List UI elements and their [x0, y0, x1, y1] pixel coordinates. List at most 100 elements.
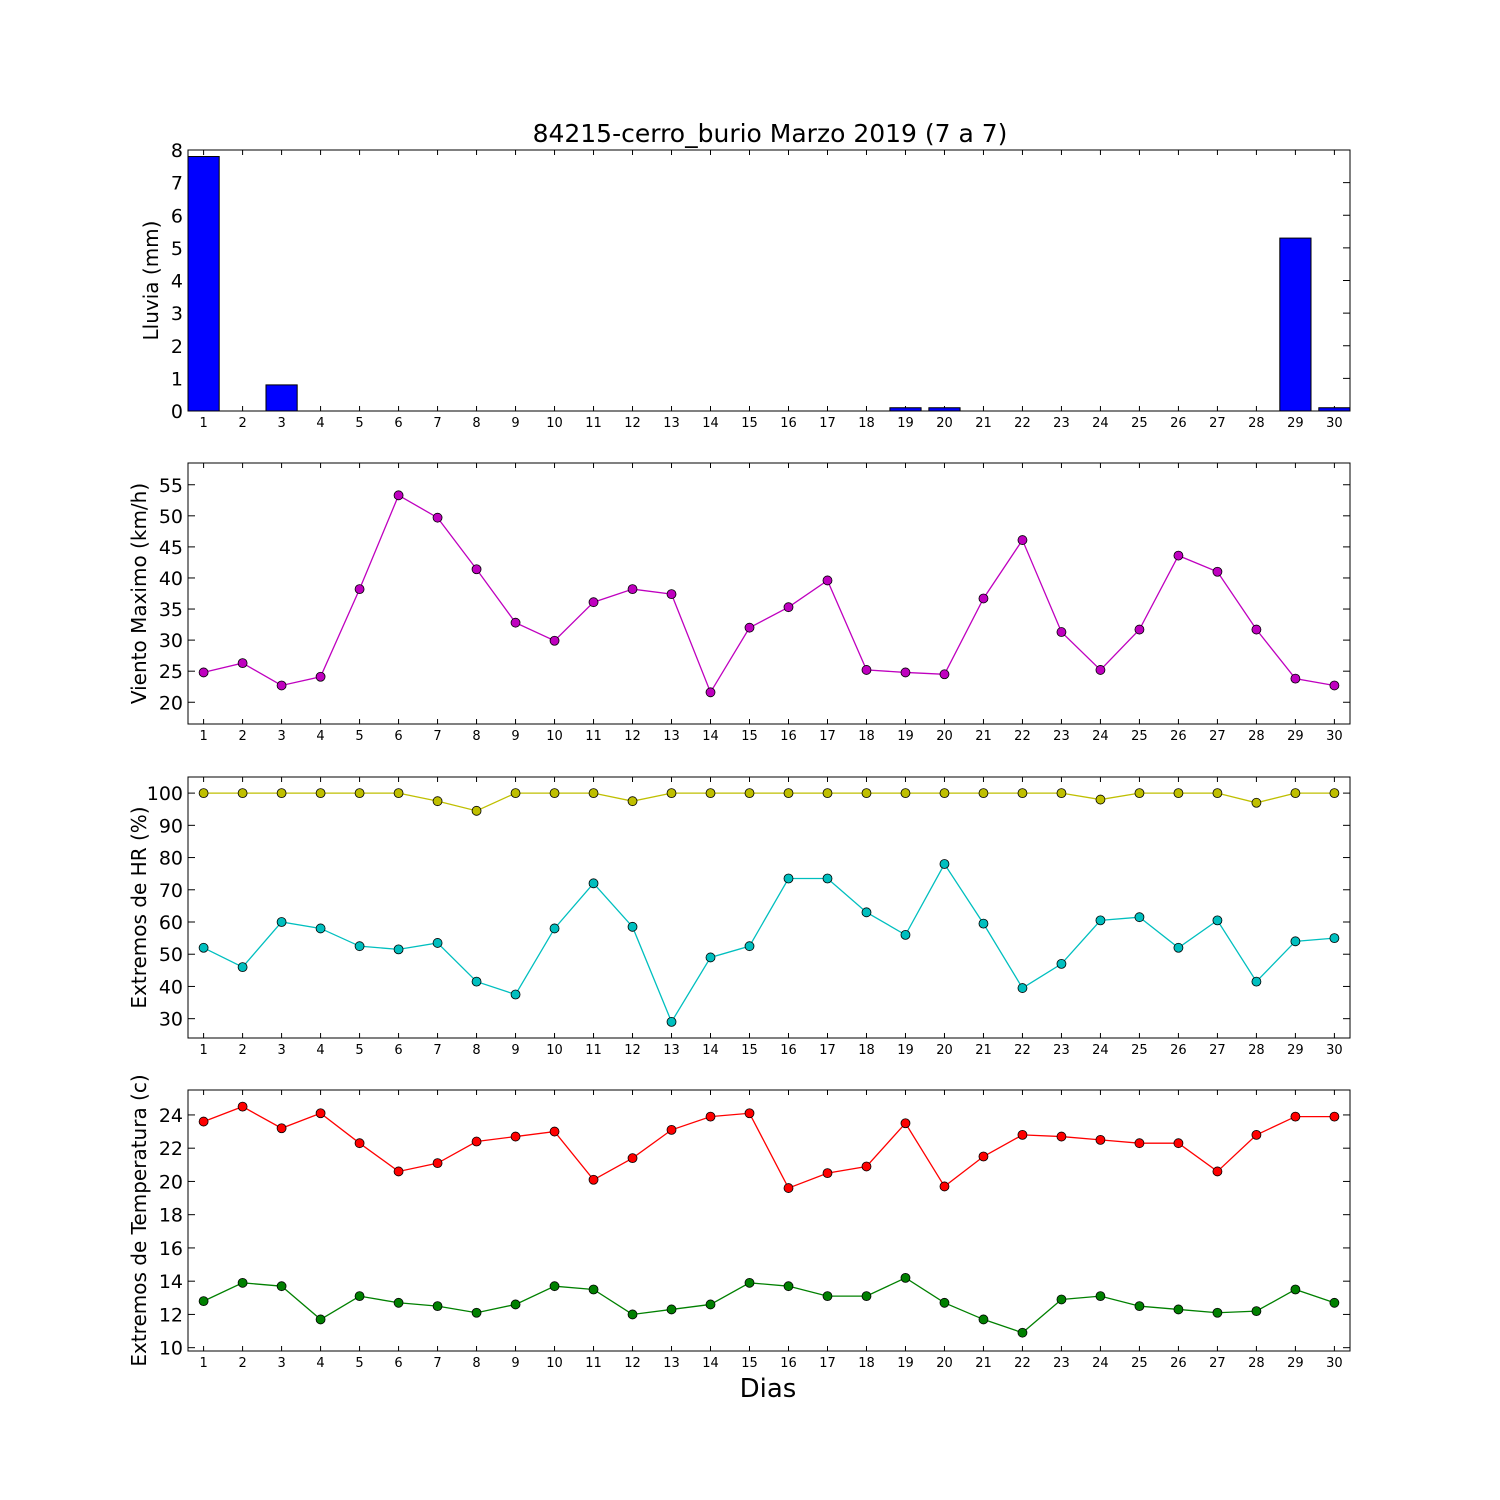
data-point	[1134, 624, 1145, 635]
data-point	[315, 923, 326, 934]
data-point	[1290, 673, 1301, 684]
data-point	[510, 788, 521, 799]
data-point	[549, 1281, 560, 1292]
bar	[265, 384, 298, 412]
x-tick-label: 27	[1209, 729, 1226, 744]
data-point	[1290, 1284, 1301, 1295]
data-point	[510, 617, 521, 628]
x-tick-label: 12	[624, 1356, 641, 1371]
x-tick-label: 7	[433, 1356, 441, 1371]
data-point	[354, 1291, 365, 1302]
y-tick-label: 4	[171, 271, 183, 293]
data-point	[822, 788, 833, 799]
data-point	[588, 878, 599, 889]
data-point	[705, 687, 716, 698]
data-point	[354, 788, 365, 799]
data-point	[783, 788, 794, 799]
data-point	[1173, 1138, 1184, 1149]
y-axis-label: Viento Maximo (km/h)	[127, 483, 151, 704]
data-point	[588, 1284, 599, 1295]
y-tick-label: 3	[171, 303, 183, 325]
data-point	[939, 859, 950, 869]
data-point	[666, 1016, 677, 1027]
data-point	[471, 1307, 482, 1318]
data-point	[549, 788, 560, 799]
x-axis-label: Dias	[740, 1374, 797, 1404]
y-tick-label: 2	[171, 336, 183, 358]
series-line-2	[203, 862, 1335, 1024]
y-tick-label: 18	[159, 1205, 183, 1227]
x-tick-label: 21	[975, 416, 992, 431]
data-point	[354, 1138, 365, 1149]
data-point	[978, 788, 989, 799]
data-point	[666, 788, 677, 799]
data-point	[1251, 1129, 1262, 1140]
x-tick-label: 9	[511, 1043, 519, 1058]
x-tick-label: 1	[199, 416, 207, 431]
x-tick-label: 11	[585, 416, 602, 431]
x-tick-label: 10	[546, 1356, 563, 1371]
data-point	[1134, 912, 1145, 923]
data-point	[1251, 976, 1262, 987]
x-tick-label: 30	[1326, 416, 1343, 431]
x-tick-label: 3	[277, 729, 285, 744]
x-tick-label: 30	[1326, 1356, 1343, 1371]
x-tick-label: 12	[624, 1043, 641, 1058]
y-tick-label: 40	[159, 976, 183, 998]
data-point	[705, 788, 716, 799]
x-tick-label: 2	[238, 1356, 246, 1371]
data-point	[237, 1101, 248, 1112]
data-point	[1212, 1307, 1223, 1318]
x-tick-label: 24	[1092, 416, 1109, 431]
x-tick-label: 19	[897, 1043, 914, 1058]
data-point	[783, 873, 794, 884]
plot-frame	[187, 462, 1351, 725]
data-point	[666, 1304, 677, 1315]
x-tick-label: 26	[1170, 1043, 1187, 1058]
series-line-1	[203, 494, 1335, 694]
x-tick-label: 12	[624, 416, 641, 431]
y-tick-label: 6	[171, 205, 183, 227]
x-tick-label: 6	[394, 729, 402, 744]
y-tick-label: 45	[159, 537, 183, 559]
y-tick-label: 12	[159, 1304, 183, 1326]
data-point	[1173, 942, 1184, 953]
data-point	[315, 788, 326, 799]
y-tick-label: 40	[159, 568, 183, 590]
x-tick-label: 18	[858, 729, 875, 744]
data-point	[1095, 915, 1106, 926]
data-point	[1251, 797, 1262, 808]
y-tick-label: 0	[171, 401, 183, 423]
data-point	[978, 918, 989, 929]
data-point	[588, 597, 599, 608]
x-tick-label: 22	[1014, 1356, 1031, 1371]
data-point	[1017, 1129, 1028, 1140]
y-tick-label: 22	[159, 1138, 183, 1160]
x-tick-label: 10	[546, 416, 563, 431]
x-tick-label: 20	[936, 729, 953, 744]
x-tick-label: 25	[1131, 1356, 1148, 1371]
data-point	[939, 669, 950, 680]
data-point	[1290, 936, 1301, 947]
x-tick-label: 9	[511, 729, 519, 744]
data-point	[393, 1297, 404, 1308]
y-tick-label: 7	[171, 173, 183, 195]
x-tick-label: 29	[1287, 1356, 1304, 1371]
plot-frame	[187, 776, 1351, 1039]
data-point	[1056, 958, 1067, 969]
x-tick-label: 6	[394, 1356, 402, 1371]
data-point	[900, 1272, 911, 1283]
x-tick-label: 23	[1053, 1356, 1070, 1371]
x-tick-label: 28	[1248, 416, 1265, 431]
data-point	[744, 941, 755, 952]
x-tick-label: 1	[199, 1356, 207, 1371]
data-point	[939, 1181, 950, 1192]
data-point	[861, 788, 872, 799]
y-tick-label: 8	[171, 140, 183, 162]
data-point	[237, 788, 248, 799]
y-tick-label: 100	[147, 783, 183, 805]
data-point	[276, 917, 287, 927]
data-point	[1173, 788, 1184, 799]
data-point	[315, 1108, 326, 1119]
x-tick-label: 20	[936, 1043, 953, 1058]
